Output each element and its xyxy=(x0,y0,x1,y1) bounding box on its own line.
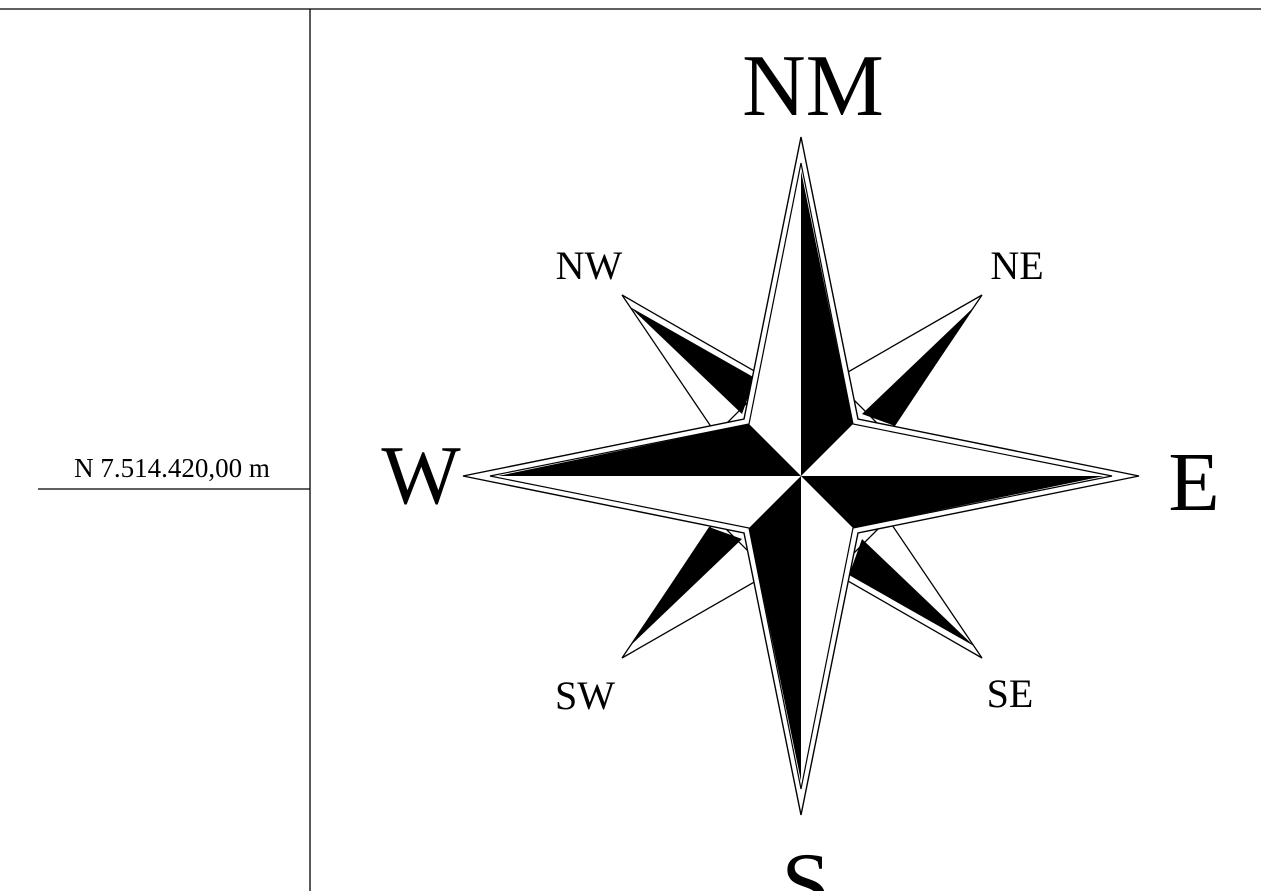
compass-cardinal-fills xyxy=(498,171,1104,781)
coordinate-label: N 7.514.420,00 m xyxy=(74,453,270,483)
north-point-dark xyxy=(801,171,853,476)
compass-label-north: NM xyxy=(742,38,884,135)
west-point-dark xyxy=(498,424,801,476)
compass-labels: NM E W S NW NE SW SE xyxy=(381,38,1219,891)
southwest-point-dark xyxy=(630,527,742,646)
compass-label-northwest: NW xyxy=(556,243,623,288)
compass-label-east: E xyxy=(1168,436,1219,529)
northeast-point-dark xyxy=(862,307,974,426)
compass-label-southeast: SE xyxy=(987,671,1034,716)
compass-diagonal-fills xyxy=(630,307,974,646)
south-point-dark xyxy=(749,476,801,781)
compass-rose-icon xyxy=(462,136,1140,816)
compass-label-southwest: SW xyxy=(555,673,615,718)
southeast-point-dark xyxy=(849,539,974,646)
east-point-dark xyxy=(801,476,1104,528)
northwest-point-dark xyxy=(630,307,755,414)
map-frame xyxy=(0,8,1261,891)
compass-label-south: S xyxy=(782,836,831,891)
compass-label-west: W xyxy=(381,429,461,522)
compass-label-northeast: NE xyxy=(990,243,1043,288)
